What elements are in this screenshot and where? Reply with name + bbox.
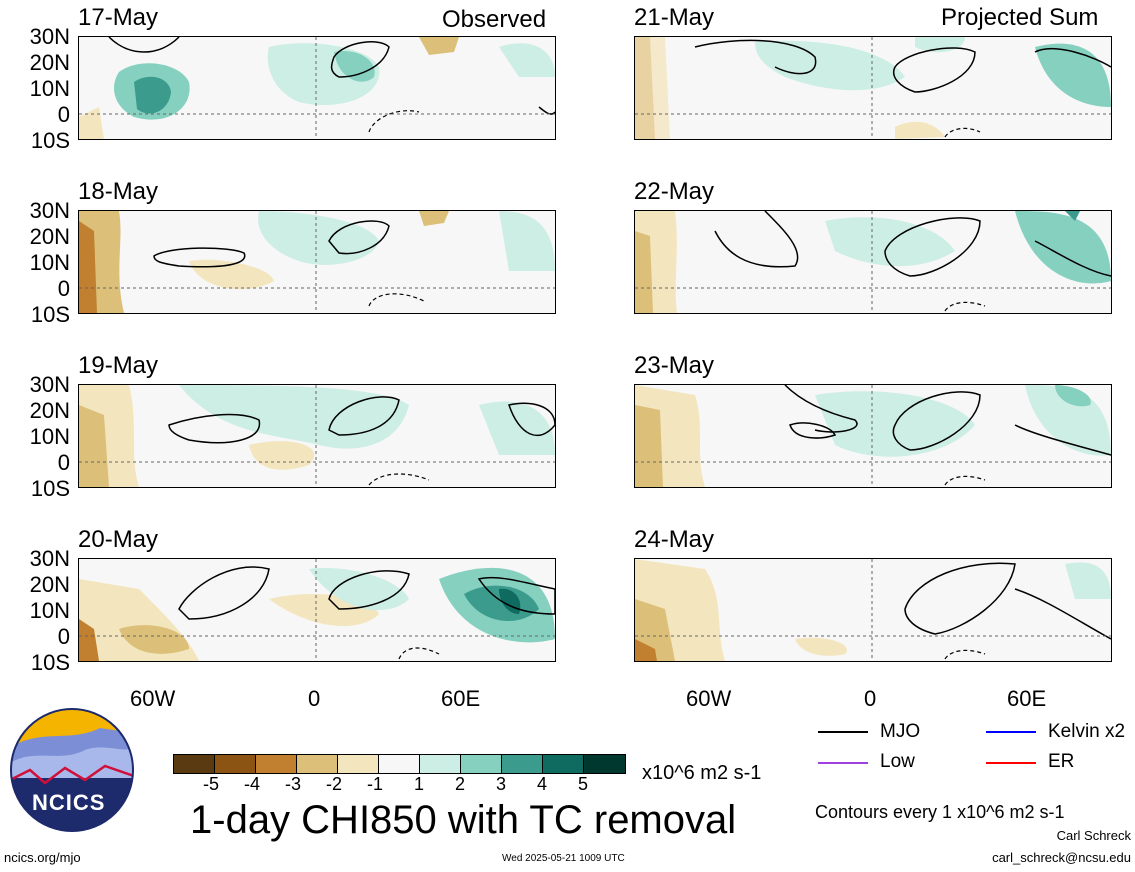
colorbar-tick: 4: [537, 774, 548, 794]
anomaly-map: [79, 385, 555, 487]
map-panel-24-may: [634, 558, 1112, 662]
anomaly-map: [635, 37, 1111, 139]
lat-label: 10S: [30, 302, 70, 327]
footer-timestamp: Wed 2025-05-21 1009 UTC: [502, 853, 625, 864]
lat-label: 0: [57, 450, 70, 475]
anomaly-map: [635, 559, 1111, 661]
contour-note: Contours every 1 x10^6 m2 s-1: [815, 802, 1065, 822]
lon-label-left-60e: 60E: [441, 686, 481, 711]
colorbar-bin: [337, 754, 380, 774]
map-panel-21-may: [634, 36, 1112, 140]
map-panel-19-may: [78, 384, 556, 488]
logo-text: NCICS: [32, 790, 106, 815]
colorbar-tick: -1: [367, 774, 384, 794]
map-panel-23-may: [634, 384, 1112, 488]
colorbar-bin: [173, 754, 216, 774]
map-panel-20-may: [78, 558, 556, 662]
colorbar-tick: -3: [285, 774, 302, 794]
lat-label: 20N: [29, 398, 70, 423]
date-label-20: 20-May: [78, 526, 159, 553]
date-label-18: 18-May: [78, 178, 159, 205]
lat-label: 10N: [29, 598, 70, 623]
date-label-21: 21-May: [634, 4, 715, 31]
lat-label: 30N: [29, 546, 70, 571]
anomaly-map: [79, 37, 555, 139]
date-label-24: 24-May: [634, 526, 715, 553]
legend-label-kelvin: Kelvin x2: [1048, 721, 1126, 742]
lat-label: 20N: [29, 224, 70, 249]
colorbar-tick: -2: [326, 774, 343, 794]
colorbar-bin: [255, 754, 298, 774]
lat-label: 10S: [30, 650, 70, 675]
anomaly-map: [635, 211, 1111, 313]
legend-line-mjo: [818, 731, 868, 733]
lat-label: 30N: [29, 24, 70, 49]
lat-label: 10N: [29, 76, 70, 101]
lon-label-left-60w: 60W: [130, 686, 176, 711]
map-panel-17-may: [78, 36, 556, 140]
colorbar-tick: -4: [244, 774, 261, 794]
colorbar-bin: [501, 754, 544, 774]
map-panel-18-may: [78, 210, 556, 314]
legend-label-er: ER: [1048, 751, 1075, 772]
figure-title: 1-day CHI850 with TC removal: [190, 798, 737, 842]
lon-label-left-0: 0: [308, 686, 321, 711]
projected-header: Projected Sum: [941, 4, 1099, 31]
colorbar-tick: 3: [496, 774, 507, 794]
legend-label-low: Low: [880, 751, 915, 772]
colorbar-bin: [460, 754, 503, 774]
legend-line-kelvin: [986, 731, 1036, 733]
lat-label: 10N: [29, 250, 70, 275]
date-label-22: 22-May: [634, 178, 715, 205]
legend-line-er: [986, 762, 1036, 764]
lat-label: 0: [57, 102, 70, 127]
footer-email[interactable]: carl_schreck@ncsu.edu: [992, 850, 1131, 865]
lat-label: 0: [57, 624, 70, 649]
lat-label: 30N: [29, 372, 70, 397]
legend-label-mjo: MJO: [880, 721, 921, 742]
lon-label-right-60e: 60E: [1007, 686, 1047, 711]
lat-label: 30N: [29, 198, 70, 223]
date-label-23: 23-May: [634, 352, 715, 379]
lat-label: 10N: [29, 424, 70, 449]
date-label-17: 17-May: [78, 4, 159, 31]
anomaly-map: [79, 211, 555, 313]
colorbar-bin: [296, 754, 339, 774]
colorbar-tick: 1: [414, 774, 425, 794]
colorbar-units: x10^6 m2 s-1: [642, 762, 762, 784]
observed-header: Observed: [442, 6, 547, 33]
colorbar-bin: [583, 754, 626, 774]
footer-author: Carl Schreck: [1056, 828, 1131, 843]
map-panel-22-may: [634, 210, 1112, 314]
lat-label: 20N: [29, 50, 70, 75]
colorbar-bin: [378, 754, 421, 774]
date-label-19: 19-May: [78, 352, 159, 379]
lon-label-right-60w: 60W: [686, 686, 732, 711]
lat-label: 20N: [29, 572, 70, 597]
colorbar-bin: [419, 754, 462, 774]
legend-line-low: [818, 762, 868, 764]
colorbar-bin: [214, 754, 257, 774]
colorbar-tick: -5: [203, 774, 220, 794]
colorbar-tick: 5: [578, 774, 589, 794]
anomaly-map: [79, 559, 555, 661]
lon-label-right-0: 0: [864, 686, 877, 711]
colorbar-tick: 2: [455, 774, 466, 794]
lat-label: 10S: [30, 476, 70, 501]
footer-url[interactable]: ncics.org/mjo: [4, 850, 81, 865]
colorbar-bin: [542, 754, 585, 774]
lat-label: 10S: [30, 128, 70, 153]
anomaly-map: [635, 385, 1111, 487]
lat-label: 0: [57, 276, 70, 301]
ncics-logo: NCICS: [10, 708, 134, 832]
